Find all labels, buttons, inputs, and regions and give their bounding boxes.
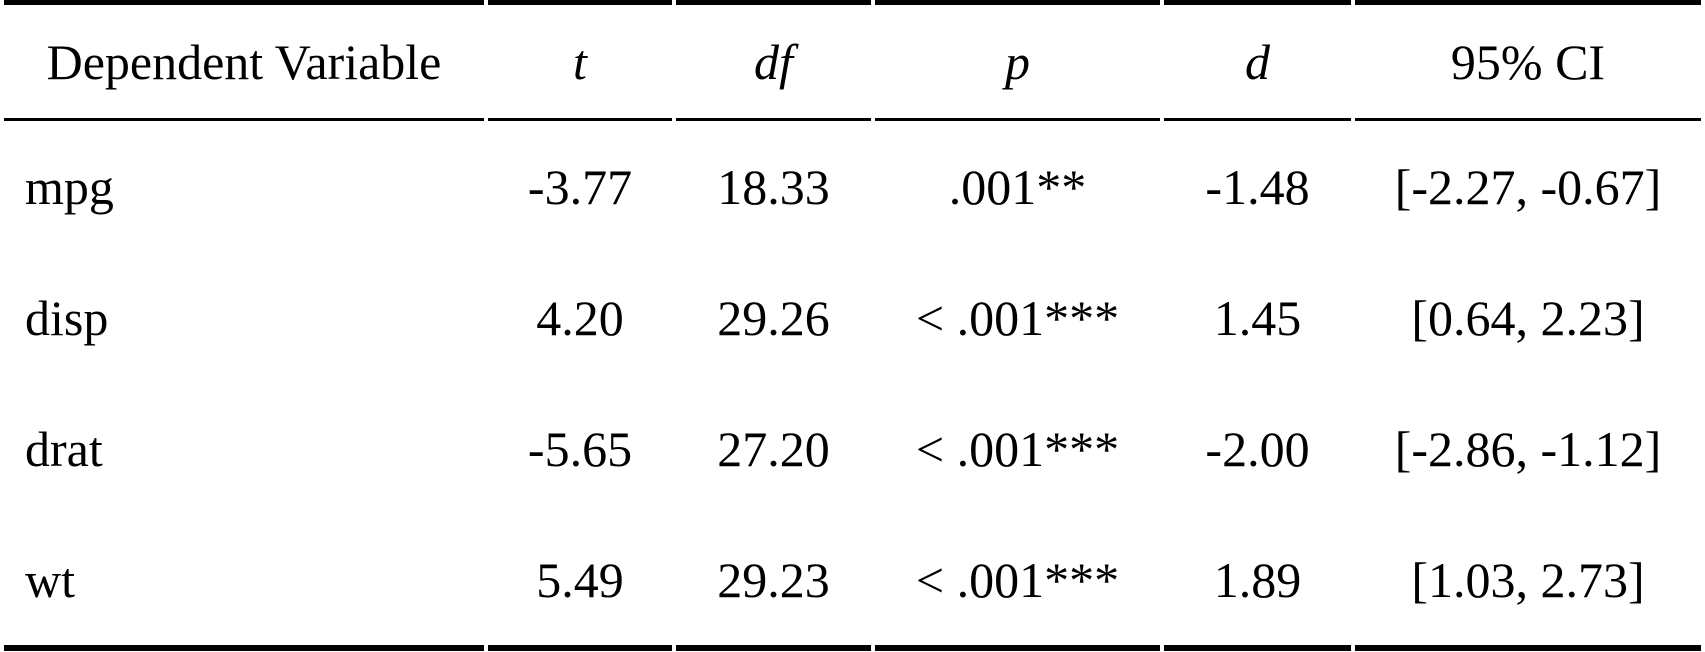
- cell-p: < .001***: [875, 514, 1160, 651]
- table-row-disp: disp 4.20 29.26 < .001*** 1.45 [0.64, 2.…: [4, 252, 1701, 383]
- table-row-wt: wt 5.49 29.23 < .001*** 1.89 [1.03, 2.73…: [4, 514, 1701, 651]
- cell-d: 1.89: [1164, 514, 1351, 651]
- cell-95ci: [1.03, 2.73]: [1355, 514, 1701, 651]
- cell-dependent-variable: drat: [25, 420, 103, 477]
- table-row-mpg: mpg -3.77 18.33 .001** -1.48 [-2.27, -0.…: [4, 121, 1701, 252]
- cell-d: 1.45: [1213, 289, 1302, 346]
- cell-df: 27.20: [717, 420, 830, 477]
- cell-dependent-variable: disp: [25, 289, 109, 346]
- cell-dependent-variable: mpg: [25, 158, 114, 215]
- cell-p: .001**: [948, 158, 1087, 215]
- header-row: Dependent Variable t df p d 95% CI: [4, 0, 1701, 121]
- column-header-95ci: 95% CI: [1355, 0, 1701, 121]
- column-header-dependent-variable: Dependent Variable: [4, 0, 484, 121]
- column-header-t: t: [488, 0, 672, 121]
- cell-95ci: [0.64, 2.23]: [1411, 289, 1645, 346]
- cell-d: -2.00: [1205, 420, 1310, 477]
- cell-df: 29.26: [717, 289, 830, 346]
- column-header-df: df: [676, 0, 871, 121]
- cell-p: < .001***: [915, 289, 1120, 346]
- cell-df: 18.33: [717, 158, 830, 215]
- column-header-p: p: [875, 0, 1160, 121]
- cell-dependent-variable: wt: [4, 514, 484, 651]
- cell-t: -3.77: [527, 158, 633, 215]
- cell-t: -5.65: [527, 420, 633, 477]
- cell-d: -1.48: [1205, 158, 1310, 215]
- cell-t: 5.49: [488, 514, 672, 651]
- cell-p: < .001***: [915, 420, 1120, 477]
- cell-95ci: [-2.86, -1.12]: [1394, 420, 1662, 477]
- column-header-d: d: [1164, 0, 1351, 121]
- table-row-drat: drat -5.65 27.20 < .001*** -2.00 [-2.86,…: [4, 383, 1701, 514]
- cell-df: 29.23: [676, 514, 871, 651]
- cell-95ci: [-2.27, -0.67]: [1394, 158, 1662, 215]
- cell-t: 4.20: [536, 289, 624, 346]
